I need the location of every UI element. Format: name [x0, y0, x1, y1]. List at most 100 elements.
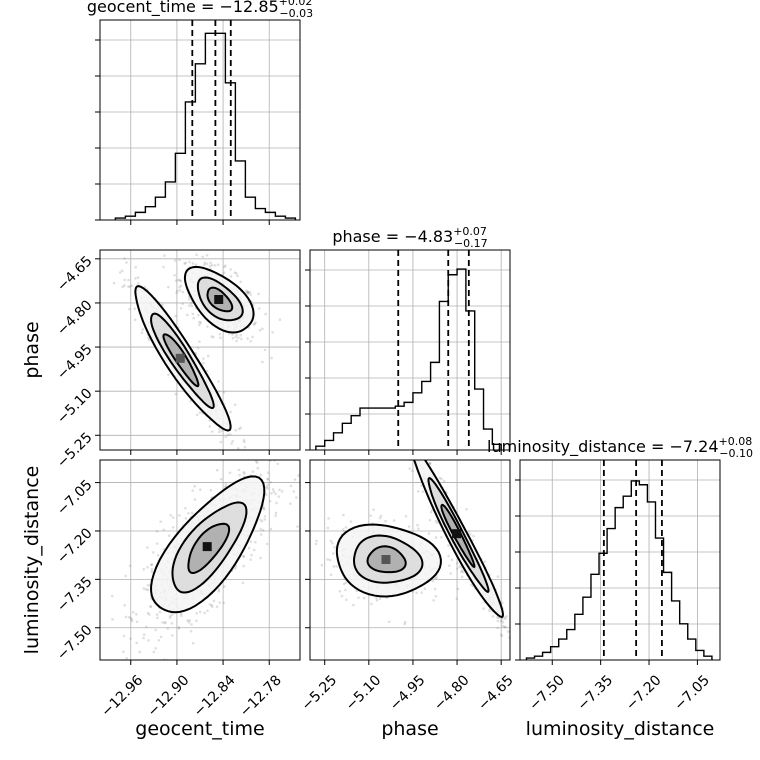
scatter-point — [266, 477, 270, 481]
scatter-point — [112, 281, 116, 285]
title-plus: +0.02 — [279, 0, 313, 8]
scatter-point — [125, 656, 129, 660]
scatter-point — [218, 601, 221, 604]
scatter-point — [326, 558, 330, 561]
scatter-point — [128, 307, 131, 311]
scatter-point — [150, 563, 153, 567]
scatter-point — [218, 430, 221, 434]
scatter-point — [174, 392, 177, 396]
scatter-point — [326, 526, 330, 530]
contour-line — [162, 333, 200, 388]
scatter-point — [496, 616, 499, 619]
scatter-point — [136, 276, 140, 279]
scatter-point — [375, 596, 378, 600]
scatter-point — [179, 307, 183, 310]
scatter-point — [167, 534, 171, 537]
scatter-point — [417, 527, 420, 531]
scatter-point — [162, 528, 166, 532]
joint-panel-phase-luminosity_distance — [305, 455, 520, 665]
scatter-point — [255, 461, 259, 464]
scatter-point — [229, 268, 232, 271]
scatter-point — [440, 477, 443, 481]
scatter-point — [434, 519, 438, 523]
scatter-point — [403, 620, 407, 624]
scatter-point — [274, 511, 278, 515]
scatter-point — [128, 285, 132, 288]
scatter-point — [147, 336, 150, 340]
scatter-point — [191, 489, 194, 492]
scatter-point — [169, 614, 172, 618]
scatter-point — [209, 261, 213, 265]
scatter-point — [447, 564, 451, 567]
scatter-point — [188, 260, 191, 264]
scatter-point — [233, 567, 237, 570]
density-peak — [452, 529, 462, 539]
scatter-point — [101, 677, 104, 680]
scatter-point — [164, 621, 167, 624]
scatter-point — [218, 332, 222, 336]
scatter-point — [168, 616, 172, 619]
scatter-point — [460, 570, 463, 573]
scatter-point — [149, 605, 153, 608]
scatter-point — [228, 433, 232, 436]
scatter-point — [408, 467, 411, 470]
contour-line — [187, 522, 231, 575]
scatter-point — [122, 650, 125, 654]
scatter-point — [202, 357, 205, 360]
scatter-point — [423, 587, 427, 591]
scatter-point — [239, 426, 242, 429]
scatter-point — [428, 518, 432, 522]
scatter-point — [253, 322, 257, 326]
scatter-point — [246, 290, 250, 294]
scatter-point — [378, 516, 382, 520]
scatter-point — [249, 540, 253, 543]
scatter-point — [211, 430, 214, 433]
title-main: geocent_time = −12.85 — [87, 0, 279, 17]
scatter-point — [238, 473, 241, 477]
scatter-point — [171, 634, 174, 637]
panel-frame — [99, 249, 301, 451]
scatter-point — [265, 542, 269, 546]
scatter-point — [254, 460, 258, 463]
scatter-point — [403, 622, 406, 626]
scatter-point — [109, 243, 112, 246]
scatter-point — [344, 588, 347, 592]
scatter-point — [190, 511, 194, 515]
scatter-point — [123, 284, 126, 287]
scatter-point — [233, 271, 237, 275]
scatter-point — [417, 457, 420, 460]
scatter-point — [329, 573, 333, 577]
scatter-point — [505, 615, 508, 618]
scatter-point — [387, 620, 391, 624]
panel-frame — [99, 459, 301, 661]
scatter-point — [331, 552, 335, 555]
scatter-point — [161, 620, 164, 624]
scatter-point — [178, 258, 181, 262]
x-tick-label-geocent_time: −12.90 — [145, 672, 193, 720]
scatter-point — [171, 526, 175, 529]
scatter-point — [239, 280, 242, 284]
scatter-point — [228, 471, 232, 475]
scatter-point — [154, 647, 157, 650]
scatter-point — [206, 354, 210, 358]
scatter-point — [456, 587, 460, 591]
scatter-point — [191, 641, 195, 645]
scatter-point — [169, 513, 173, 517]
scatter-point — [101, 245, 104, 248]
scatter-point — [411, 455, 414, 458]
scatter-point — [342, 528, 345, 531]
scatter-point — [265, 456, 268, 459]
scatter-point — [503, 625, 507, 629]
scatter-point — [179, 284, 183, 288]
scatter-point — [447, 544, 450, 547]
scatter-point — [198, 323, 201, 327]
scatter-point — [216, 263, 220, 267]
scatter-point — [223, 271, 226, 275]
scatter-point — [327, 517, 330, 520]
scatter-point — [274, 514, 278, 517]
scatter-point — [156, 616, 159, 620]
scatter-point — [517, 654, 520, 657]
scatter-point — [193, 484, 197, 488]
x-tick-label-geocent_time: −12.96 — [98, 672, 146, 720]
scatter-point — [220, 429, 224, 432]
